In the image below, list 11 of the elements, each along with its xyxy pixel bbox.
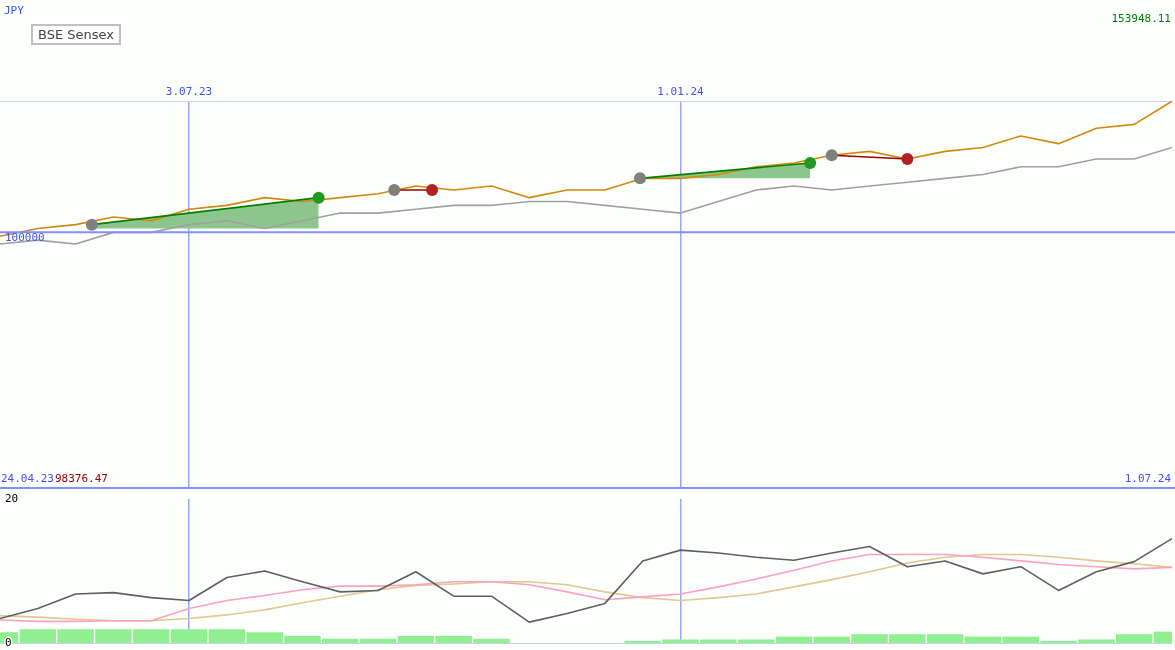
text: JPY — [4, 4, 25, 17]
text: 153948.11 — [1111, 12, 1171, 25]
annotation: 1.07.24 — [1124, 472, 1172, 485]
x-tick-label: 3.07.23 — [165, 85, 213, 99]
annotation: 100000 — [5, 231, 45, 244]
y-tick-label: 20 — [5, 491, 19, 505]
x-tick-label: 1.01.24 — [657, 85, 705, 99]
y-tick-label: 0 — [5, 635, 12, 649]
annotation: 24.04.23 — [1, 472, 54, 485]
annotation: 98376.47 — [55, 472, 108, 485]
chart-title: BSE Sensex — [31, 24, 122, 45]
